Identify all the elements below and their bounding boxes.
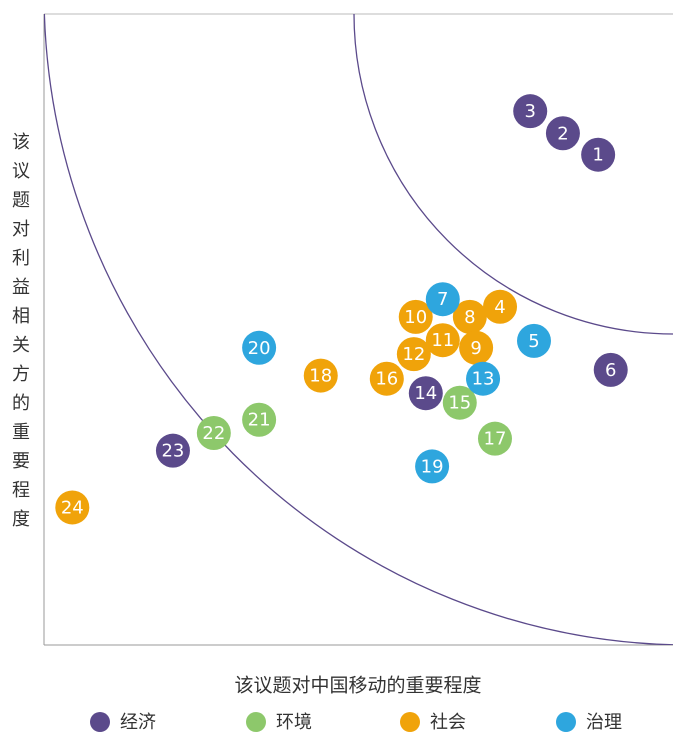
legend-label: 经济 [120,712,156,733]
point [452,299,487,334]
point [516,323,551,358]
point-label: 8 [464,307,475,328]
point-label: 9 [470,338,481,359]
point [396,337,431,372]
point [425,323,460,358]
point [408,376,443,411]
point-label: 16 [375,369,398,390]
point-label: 14 [414,383,437,404]
point [545,116,580,151]
point-label: 3 [524,101,535,122]
point [415,449,450,484]
point-label: 6 [605,360,616,381]
point-label: 11 [431,330,454,351]
legend-marker [246,712,266,732]
point-label: 24 [61,497,84,518]
legend-label: 治理 [586,712,622,733]
point-label: 20 [248,338,271,359]
point [242,330,277,365]
point-label: 22 [202,423,225,444]
point [196,415,231,450]
point-label: 13 [472,369,495,390]
outer-arc [44,14,673,645]
point [513,94,548,129]
legend-label: 社会 [430,712,466,733]
point [593,352,628,387]
point-label: 18 [309,366,332,387]
legend-marker [400,712,420,732]
point [581,137,616,172]
point-label: 23 [161,441,184,462]
point [466,361,501,396]
point [369,361,404,396]
point-label: 5 [528,331,539,352]
point [398,299,433,334]
point-label: 19 [421,456,444,477]
point [459,330,494,365]
point-label: 21 [248,410,271,431]
point-label: 15 [448,393,471,414]
point [477,421,512,456]
point-label: 7 [437,289,448,310]
point-label: 10 [404,307,427,328]
point [425,282,460,317]
inner-arc [353,14,673,335]
point [442,385,477,420]
legend-marker [90,712,110,732]
legend-label: 环境 [276,712,312,733]
point [483,289,518,324]
y-axis-label: 该议题对利益相关方的重要程度 [9,132,30,538]
point-label: 12 [402,344,425,365]
legend-marker [556,712,576,732]
point [242,402,277,437]
point-label: 17 [484,429,507,450]
point-label: 4 [494,297,505,318]
x-axis-label: 该议题对中国移动的重要程度 [234,675,481,697]
point [303,358,338,393]
point [155,433,190,468]
point-label: 2 [557,123,568,144]
point [55,490,90,525]
point-label: 1 [592,145,603,166]
